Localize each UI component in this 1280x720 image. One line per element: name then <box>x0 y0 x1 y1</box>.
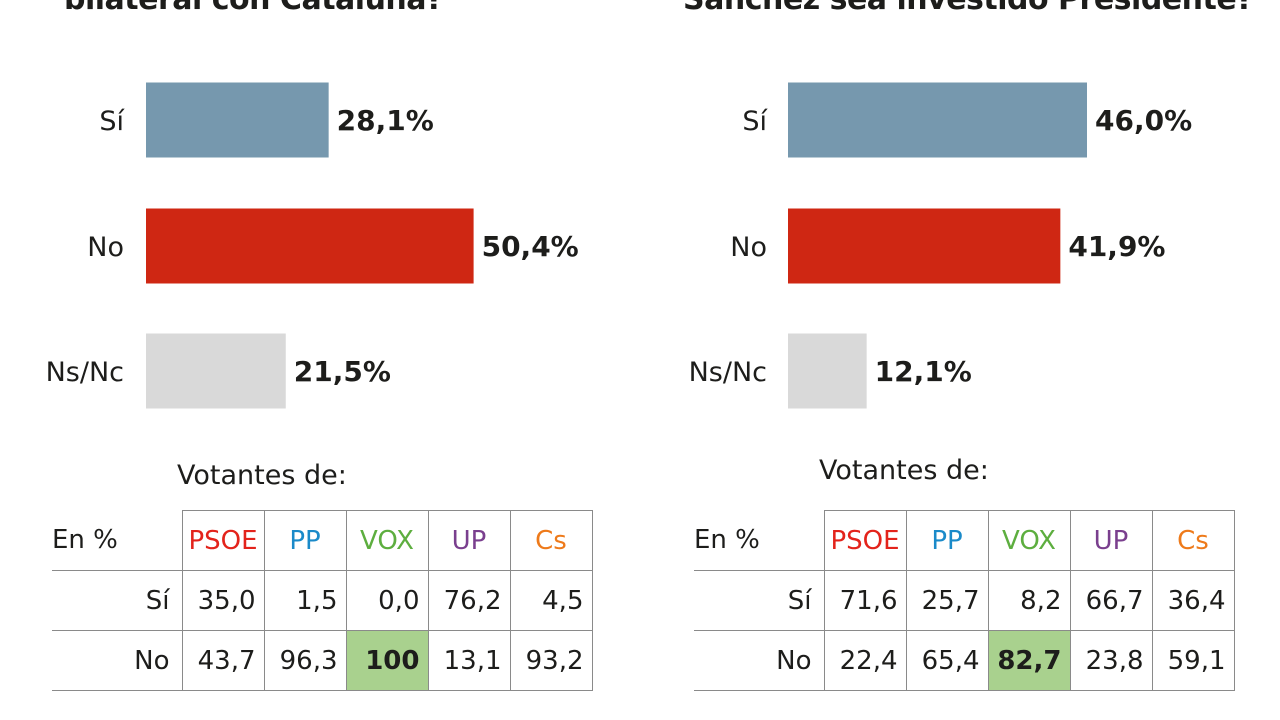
table-cell: 66,7 <box>1069 570 1153 631</box>
voter-breakdown-table: En % PSOE PP VOX UP Cs Sí 35,0 1,5 0,0 7… <box>52 510 593 691</box>
table-cell: 0,0 <box>345 570 429 631</box>
table-cell: 13,1 <box>427 630 511 691</box>
table-header-row: En % PSOE PP VOX UP Cs <box>52 510 593 571</box>
party-header-cs: Cs <box>1151 510 1235 571</box>
value-label: 21,5% <box>294 355 391 388</box>
party-header-vox: VOX <box>987 510 1071 571</box>
bar <box>788 82 1087 158</box>
party-header-pp: PP <box>905 510 989 571</box>
table-header-row: En % PSOE PP VOX UP Cs <box>694 510 1235 571</box>
table-cell: 36,4 <box>1151 570 1235 631</box>
table-cell: 76,2 <box>427 570 511 631</box>
table-cell: 59,1 <box>1151 630 1235 691</box>
party-header-up: UP <box>427 510 511 571</box>
bar <box>146 208 474 284</box>
category-label: No <box>730 232 767 263</box>
row-label: Sí <box>694 570 825 631</box>
row-label: No <box>694 630 825 691</box>
value-label: 50,4% <box>482 230 579 263</box>
party-header-psoe: PSOE <box>823 510 907 571</box>
category-label: Sí <box>742 106 768 137</box>
table-corner-label: En % <box>52 510 183 571</box>
table-caption: Votantes de: <box>177 460 347 491</box>
bar-chart: Sí 28,1% No 50,4% Ns/Nc 21,5% <box>46 82 579 409</box>
row-label: Sí <box>52 570 183 631</box>
table-cell: 23,8 <box>1069 630 1153 691</box>
table-cell: 71,6 <box>823 570 907 631</box>
table-cell: 82,7 <box>987 630 1071 691</box>
party-header-pp: PP <box>263 510 347 571</box>
bar <box>146 82 329 158</box>
table-cell: 43,7 <box>181 630 265 691</box>
bar <box>788 208 1061 284</box>
party-header-cs: Cs <box>509 510 593 571</box>
bar <box>788 333 867 409</box>
left-panel: bilateral con Cataluña? Sí 28,1% No 50,4% Ns… <box>46 0 593 691</box>
table-cell: 93,2 <box>509 630 593 691</box>
table-cell: 96,3 <box>263 630 347 691</box>
table-cell: 25,7 <box>905 570 989 631</box>
table-cell: 100 <box>345 630 429 691</box>
category-label: Ns/Nc <box>46 357 124 388</box>
table-cell: 35,0 <box>181 570 265 631</box>
category-label: Ns/Nc <box>689 357 767 388</box>
category-label: No <box>87 232 124 263</box>
table-cell: 1,5 <box>263 570 347 631</box>
table-cell: 4,5 <box>509 570 593 631</box>
party-header-vox: VOX <box>345 510 429 571</box>
chart-title: bilateral con Cataluña? <box>64 0 443 17</box>
bar-chart: Sí 46,0% No 41,9% Ns/Nc 12,1% <box>689 82 1192 409</box>
chart-title: Sánchez sea investido Presidente? <box>683 0 1254 17</box>
table-row: No 22,4 65,4 82,7 23,8 59,1 <box>694 630 1235 691</box>
row-label: No <box>52 630 183 691</box>
table-cell: 8,2 <box>987 570 1071 631</box>
value-label: 46,0% <box>1095 104 1192 137</box>
bar <box>146 333 286 409</box>
table-cell: 65,4 <box>905 630 989 691</box>
table-row: Sí 71,6 25,7 8,2 66,7 36,4 <box>694 570 1235 631</box>
table-cell: 22,4 <box>823 630 907 691</box>
party-header-psoe: PSOE <box>181 510 265 571</box>
table-row: Sí 35,0 1,5 0,0 76,2 4,5 <box>52 570 593 631</box>
voter-breakdown-table: En % PSOE PP VOX UP Cs Sí 71,6 25,7 8,2 … <box>694 510 1235 691</box>
value-label: 12,1% <box>875 355 972 388</box>
table-corner-label: En % <box>694 510 825 571</box>
category-label: Sí <box>99 106 125 137</box>
value-label: 28,1% <box>337 104 434 137</box>
value-label: 41,9% <box>1068 230 1165 263</box>
table-caption: Votantes de: <box>819 455 989 486</box>
table-row: No 43,7 96,3 100 13,1 93,2 <box>52 630 593 691</box>
party-header-up: UP <box>1069 510 1153 571</box>
right-panel: Sánchez sea investido Presidente? Sí 46,0… <box>640 0 1280 720</box>
